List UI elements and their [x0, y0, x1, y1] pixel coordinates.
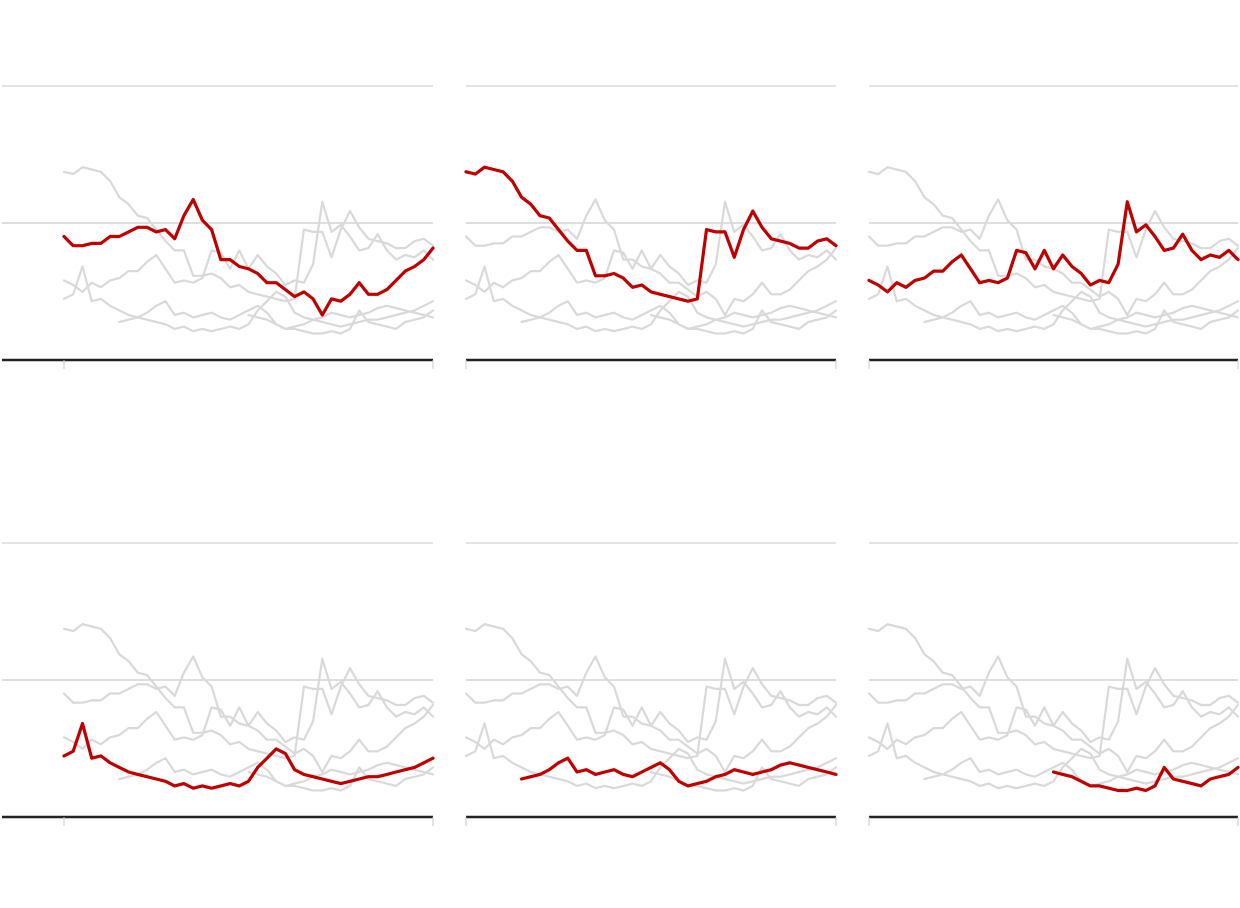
context-series-line-2: [867, 166, 1240, 303]
context-series-line-1: [464, 655, 838, 774]
context-series-line-4: [62, 265, 435, 333]
context-series-line-1: [867, 655, 1240, 774]
highlight-series-line-4: [62, 721, 435, 790]
context-series-line-2: [867, 623, 1240, 760]
context-series-line-2: [62, 166, 435, 303]
context-series-line-4: [464, 722, 838, 790]
highlight-series-line-2: [464, 165, 838, 303]
panel-5: [464, 542, 838, 826]
highlight-series-line-5: [519, 756, 838, 788]
context-series-line-6: [247, 766, 435, 792]
context-series-line-6: [649, 309, 838, 335]
context-series-line-3: [867, 657, 1240, 750]
context-series-line-3: [464, 200, 838, 293]
context-series-line-6: [1052, 309, 1240, 335]
panel-6: [867, 542, 1240, 826]
panel-4: [2, 542, 435, 826]
context-series-line-3: [62, 657, 435, 750]
context-series-line-1: [62, 655, 435, 774]
panel-1: [2, 85, 435, 369]
context-series-line-4: [867, 722, 1240, 790]
context-series-line-2: [464, 623, 838, 760]
highlight-series-line-6: [1051, 765, 1240, 793]
context-series-line-3: [464, 657, 838, 750]
context-series-line-1: [867, 198, 1240, 317]
context-series-line-2: [62, 623, 435, 760]
context-series-line-4: [464, 265, 838, 333]
context-series-line-3: [62, 200, 435, 293]
panel-2: [464, 85, 838, 369]
highlight-series-line-1: [62, 197, 435, 317]
context-series-line-6: [247, 309, 435, 335]
context-series-line-4: [867, 265, 1240, 333]
highlight-series-line-3: [867, 200, 1240, 294]
panel-3: [867, 85, 1240, 369]
context-series-line-1: [464, 198, 838, 317]
